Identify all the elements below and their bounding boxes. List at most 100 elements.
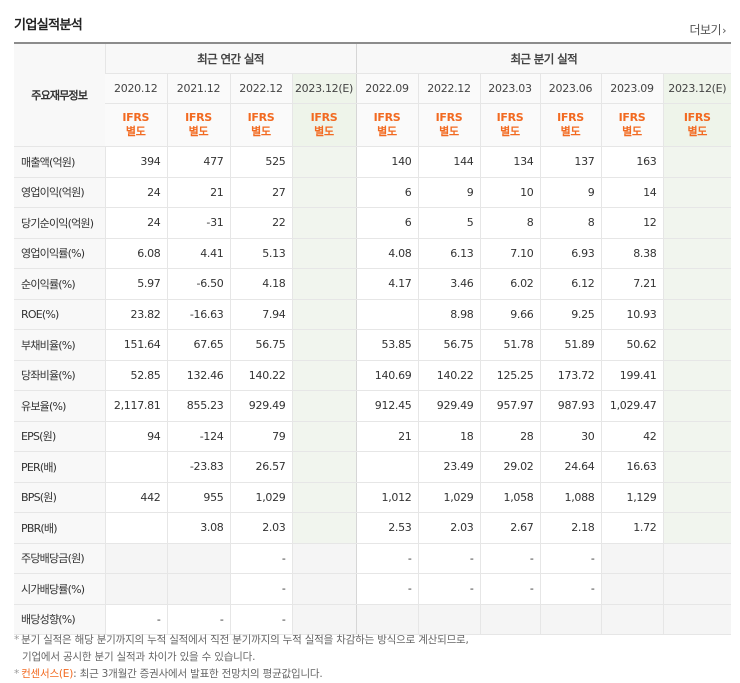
table-cell: 4.41 [166,237,230,269]
table-cell: 27 [229,177,292,208]
table-cell: 8 [539,207,601,239]
table-cell [291,542,356,574]
table-cell: 24.64 [539,451,601,483]
table-cell [104,573,167,605]
table-cell [662,482,732,513]
row-label: 매출액(억원) [14,146,105,178]
table-cell: 912.45 [355,390,418,422]
ifrs-basis-header: IFRS 별도 [229,103,292,147]
table-cell: 140.22 [417,360,480,391]
table-cell: 30 [539,420,601,452]
table-cell [291,329,356,361]
table-cell [600,604,663,635]
table-cell: - [355,573,418,605]
table-cell: 855.23 [166,390,230,422]
table-cell [291,451,356,483]
table-cell: 140.69 [355,360,418,391]
table-cell: 2.03 [417,512,480,544]
table-cell [662,390,732,422]
table-cell [600,542,663,574]
table-cell [662,237,732,269]
table-cell: 6.13 [417,237,480,269]
table-cell [291,146,356,178]
table-cell: 7.21 [600,268,663,300]
more-label: 더보기 [689,23,722,37]
table-cell: 4.08 [355,237,418,269]
table-cell: 9 [417,177,480,208]
table-cell: 987.93 [539,390,601,422]
table-cell: 67.65 [166,329,230,361]
table-cell [662,146,732,178]
table-cell [662,573,732,605]
table-cell [166,573,230,605]
table-cell: 1,129 [600,482,663,513]
table-cell [662,360,732,391]
table-row: 주당배당금(원) - - - - - [14,542,732,574]
table-cell: 26.57 [229,451,292,483]
table-cell: - [539,542,601,574]
table-cell: 79 [229,420,292,452]
table-cell [291,573,356,605]
table-cell [104,451,167,483]
footnote-1-cont: 기업에서 공시한 분기 실적과 차이가 있을 수 있습니다. [22,651,256,663]
table-cell: 9.25 [539,299,601,330]
table-cell: 8.38 [600,237,663,269]
table-cell: 24 [104,207,167,239]
table-cell: 16.63 [600,451,663,483]
table-cell: - [166,604,230,635]
table-cell: 144 [417,146,480,178]
table-row: EPS(원) 94 -124 79 21 18 28 30 42 [14,420,732,452]
table-cell: 173.72 [539,360,601,391]
table-cell: 137 [539,146,601,178]
table-cell: 23.49 [417,451,480,483]
table-cell: - [104,604,167,635]
table-cell: - [417,542,480,574]
table-row: PER(배) -23.83 26.57 23.49 29.02 24.64 16.63 [14,451,732,483]
table-cell [662,177,732,208]
table-cell [291,207,356,239]
table-cell: 23.82 [104,299,167,330]
table-cell [662,542,732,574]
ifrs-basis-header: IFRS 별도 [355,103,418,147]
table-cell: -124 [166,420,230,452]
table-cell: -31 [166,207,230,239]
financial-table: 주요재무정보 최근 연간 실적 최근 분기 실적 2020.12 2021.12 2… [14,42,732,635]
table-cell: 10.93 [600,299,663,330]
table-cell [662,329,732,361]
table-cell: 2,117.81 [104,390,167,422]
row-label: PBR(배) [14,512,105,544]
row-label: 당좌비율(%) [14,360,105,391]
period-header: 2023.09 [600,73,663,104]
table-cell [662,207,732,239]
more-link[interactable]: 더보기› [689,21,726,38]
table-row: 당기순이익(억원) 24 -31 22 6 5 8 8 12 [14,207,732,239]
table-cell: 929.49 [229,390,292,422]
table-row: 배당성향(%) - - - [14,604,732,635]
table-cell: 394 [104,146,167,178]
table-body: 매출액(억원) 394 477 525 140 144 134 137 163 영업이익(억원) 2… [14,146,732,635]
table-cell: 22 [229,207,292,239]
table-cell: 29.02 [479,451,540,483]
table-cell: 2.18 [539,512,601,544]
table-cell [417,604,480,635]
table-cell: 2.53 [355,512,418,544]
table-cell: - [229,573,292,605]
table-cell: 929.49 [417,390,480,422]
table-cell: 21 [166,177,230,208]
table-cell: 94 [104,420,167,452]
row-label: 영업이익률(%) [14,237,105,269]
table-cell [355,299,418,330]
table-cell: - [539,573,601,605]
period-header: 2022.09 [355,73,418,104]
table-cell: 6.08 [104,237,167,269]
table-row: 시가배당률(%) - - - - - [14,573,732,605]
footnote-2: * 컨센서스(E): 최근 3개월간 증권사에서 발표한 전망치의 평균값입니다. [14,668,323,680]
table-cell: 1,029.47 [600,390,663,422]
table-cell: 1,012 [355,482,418,513]
table-cell: 442 [104,482,167,513]
table-cell: 1,058 [479,482,540,513]
chevron-right-icon: › [722,24,726,37]
table-cell: 5.13 [229,237,292,269]
table-cell [166,542,230,574]
table-cell: 56.75 [229,329,292,361]
